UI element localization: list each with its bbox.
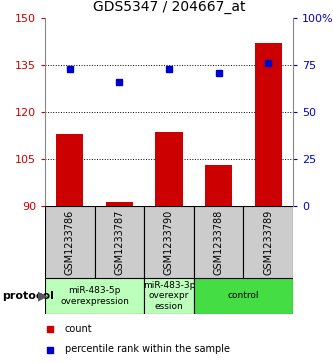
Text: GSM1233787: GSM1233787 xyxy=(115,209,125,275)
Title: GDS5347 / 204667_at: GDS5347 / 204667_at xyxy=(93,0,245,14)
Text: miR-483-3p
overexpr
ession: miR-483-3p overexpr ession xyxy=(143,281,195,311)
Text: GSM1233790: GSM1233790 xyxy=(164,209,174,275)
Bar xyxy=(205,165,232,206)
Bar xyxy=(45,278,144,314)
Bar xyxy=(194,278,293,314)
Text: miR-483-5p
overexpression: miR-483-5p overexpression xyxy=(60,286,129,306)
Bar xyxy=(194,206,243,278)
Bar xyxy=(56,134,84,206)
Bar xyxy=(156,132,182,206)
Text: count: count xyxy=(65,323,93,334)
Text: GSM1233789: GSM1233789 xyxy=(263,209,273,275)
Bar xyxy=(243,206,293,278)
Bar xyxy=(144,278,194,314)
Text: GSM1233788: GSM1233788 xyxy=(213,209,223,275)
Bar xyxy=(254,43,282,206)
Text: protocol: protocol xyxy=(2,291,54,301)
Bar xyxy=(144,206,194,278)
Bar xyxy=(106,202,133,206)
Bar xyxy=(95,206,144,278)
Bar xyxy=(45,206,95,278)
Text: GSM1233786: GSM1233786 xyxy=(65,209,75,275)
Text: control: control xyxy=(228,291,259,301)
Text: ▶: ▶ xyxy=(38,290,48,302)
Text: percentile rank within the sample: percentile rank within the sample xyxy=(65,344,230,355)
